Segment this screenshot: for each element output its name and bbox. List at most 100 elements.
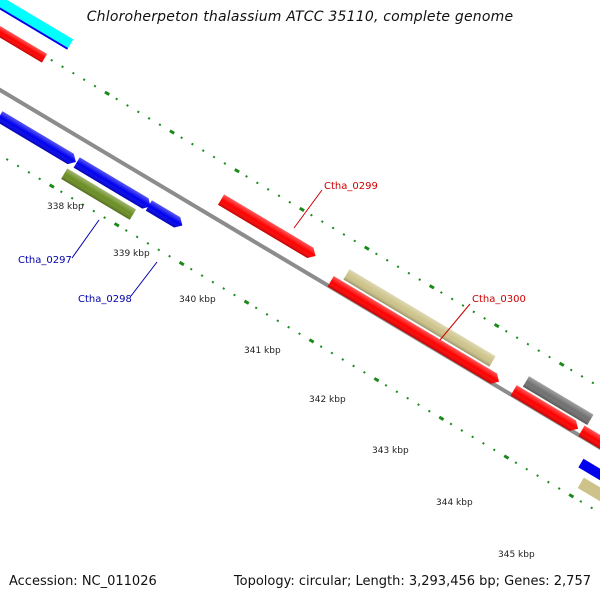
gene-feature-red-right-2[interactable] (578, 425, 600, 470)
minor-tick (5, 158, 9, 161)
minor-tick (158, 123, 162, 127)
gene-label-ctha-0299[interactable]: Ctha_0299 (324, 181, 378, 192)
minor-tick (189, 267, 193, 271)
gene-feature-cyan[interactable] (0, 0, 74, 50)
gene-feature-blue-right[interactable] (578, 458, 600, 488)
minor-tick (124, 229, 128, 232)
minor-tick (310, 213, 313, 217)
tick-label: 339 kbp (113, 249, 150, 259)
minor-tick (461, 304, 465, 307)
minor-tick (288, 200, 292, 204)
minor-tick (417, 403, 420, 407)
minor-tick (547, 480, 550, 484)
leader-line (439, 303, 471, 341)
gene-feature-khaki-right[interactable] (577, 477, 600, 509)
gene-feature-red-top-left[interactable] (0, 22, 48, 63)
minor-tick (385, 258, 389, 262)
minor-tick (515, 336, 519, 340)
minor-tick (580, 375, 584, 378)
minor-tick (591, 381, 595, 385)
gene-feature-gray[interactable] (522, 376, 594, 425)
minor-tick (92, 209, 96, 213)
tick-marks (5, 33, 595, 510)
minor-tick (191, 142, 194, 146)
tick-label: 342 kbp (309, 395, 346, 405)
major-tick (493, 323, 500, 329)
minor-tick (61, 65, 64, 69)
minor-tick (180, 136, 183, 140)
minor-tick (70, 196, 74, 200)
gene-feature-ctha-0297[interactable] (61, 168, 136, 220)
major-tick (178, 260, 185, 267)
major-tick (558, 361, 565, 367)
gene-feature-blue-1[interactable] (0, 111, 79, 167)
minor-tick (27, 171, 31, 174)
minor-tick (482, 442, 485, 445)
minor-tick (277, 194, 281, 198)
tick-label: 345 kbp (498, 550, 535, 560)
minor-tick (330, 351, 334, 355)
minor-tick (320, 220, 324, 223)
minor-tick (537, 349, 541, 352)
minor-tick (450, 297, 454, 301)
minor-tick (254, 306, 258, 310)
minor-tick (352, 364, 355, 368)
minor-tick (200, 274, 204, 278)
minor-tick (50, 58, 54, 62)
minor-tick (136, 110, 140, 114)
minor-tick (276, 319, 280, 323)
minor-tick (407, 271, 411, 275)
minor-tick (93, 84, 97, 88)
gene-feature-blue-2[interactable] (73, 157, 154, 211)
genome-summary-text: Topology: circular; Length: 3,293,456 bp… (233, 574, 591, 589)
gene-feature-ctha-0298[interactable] (145, 200, 186, 230)
minor-tick (548, 355, 551, 359)
minor-tick (135, 235, 139, 239)
minor-tick (146, 242, 150, 245)
minor-tick (363, 371, 366, 374)
minor-tick (38, 177, 42, 181)
major-tick (113, 222, 120, 228)
minor-tick (255, 181, 259, 185)
minor-tick (514, 461, 518, 465)
minor-tick (395, 390, 399, 394)
gene-feature-red-long[interactable] (327, 276, 503, 387)
minor-tick (212, 155, 216, 159)
gene-feature-ctha-0299[interactable] (217, 194, 319, 261)
major-tick (568, 493, 575, 499)
accession-text: Accession: NC_011026 (9, 574, 157, 589)
major-tick (308, 338, 315, 344)
minor-tick (233, 293, 236, 297)
minor-tick (418, 278, 422, 282)
minor-tick (201, 149, 205, 152)
leader-line (71, 219, 100, 259)
minor-tick (406, 396, 410, 400)
minor-tick (59, 190, 63, 194)
minor-tick (266, 187, 270, 191)
minor-tick (590, 506, 594, 510)
gene-feature-red-right-1[interactable] (510, 385, 582, 434)
minor-tick (71, 71, 75, 75)
major-tick (234, 168, 240, 174)
minor-tick (16, 164, 20, 168)
major-tick (428, 284, 435, 290)
major-tick (503, 454, 510, 460)
minor-tick (471, 435, 474, 439)
gene-label-ctha-0300[interactable]: Ctha_0300 (472, 294, 526, 305)
gene-feature-ctha-0300[interactable] (343, 269, 496, 367)
genome-backbone (0, 47, 600, 461)
minor-tick (147, 116, 151, 120)
tick-label: 344 kbp (436, 498, 473, 508)
minor-tick (168, 254, 171, 258)
genome-strip (0, 0, 600, 510)
tick-label: 343 kbp (372, 446, 409, 456)
leader-line (293, 189, 323, 229)
minor-tick (439, 291, 443, 294)
minor-tick (81, 203, 85, 207)
minor-tick (472, 310, 476, 314)
minor-tick (211, 280, 215, 284)
gene-label-ctha-0298[interactable]: Ctha_0298 (78, 294, 132, 305)
gene-label-ctha-0297[interactable]: Ctha_0297 (18, 255, 72, 266)
major-tick (48, 183, 55, 189)
minor-tick (536, 474, 539, 478)
